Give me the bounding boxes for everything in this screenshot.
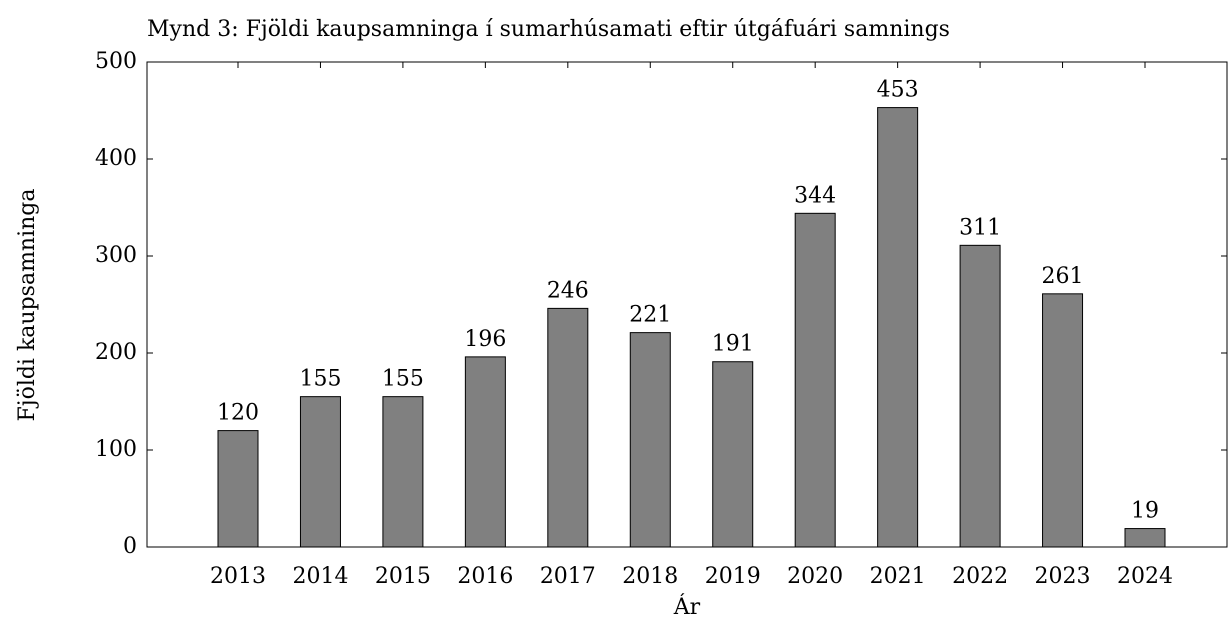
value-label: 155 xyxy=(299,367,341,392)
value-label: 261 xyxy=(1042,264,1084,289)
y-tick-label: 300 xyxy=(95,243,137,268)
x-tick-label: 2021 xyxy=(870,564,926,589)
x-tick-label: 2020 xyxy=(787,564,843,589)
value-label: 191 xyxy=(712,332,754,357)
bar xyxy=(1124,528,1166,548)
bar xyxy=(464,356,506,548)
bar xyxy=(629,332,671,548)
y-tick-label: 500 xyxy=(95,49,137,74)
bar xyxy=(547,307,589,548)
y-tick-label: 100 xyxy=(95,437,137,462)
bar xyxy=(712,361,754,548)
chart-title: Mynd 3: Fjöldi kaupsamninga í sumarhúsam… xyxy=(147,17,950,42)
bar xyxy=(382,396,424,548)
value-label: 311 xyxy=(959,215,1001,240)
bar xyxy=(959,244,1001,548)
x-tick-label: 2016 xyxy=(457,564,513,589)
x-tick-label: 2022 xyxy=(952,564,1008,589)
bar xyxy=(1042,293,1084,548)
y-tick-label: 400 xyxy=(95,146,137,171)
x-tick-label: 2024 xyxy=(1117,564,1173,589)
value-label: 344 xyxy=(794,183,836,208)
x-tick-label: 2015 xyxy=(375,564,431,589)
y-tick-label: 200 xyxy=(95,340,137,365)
x-tick-label: 2014 xyxy=(292,564,348,589)
x-tick-label: 2017 xyxy=(540,564,596,589)
value-label: 155 xyxy=(382,367,424,392)
bar xyxy=(217,430,259,548)
x-tick-label: 2019 xyxy=(705,564,761,589)
y-tick-label: 0 xyxy=(123,534,137,559)
x-tick-label: 2013 xyxy=(210,564,266,589)
x-axis-label: Ár xyxy=(673,593,701,620)
x-tick-label: 2018 xyxy=(622,564,678,589)
bar xyxy=(794,212,836,548)
value-label: 120 xyxy=(217,401,259,426)
value-label: 196 xyxy=(464,327,506,352)
x-tick-label: 2023 xyxy=(1035,564,1091,589)
value-label: 221 xyxy=(629,303,671,328)
value-label: 19 xyxy=(1131,499,1159,524)
y-axis-label: Fjöldi kaupsamninga xyxy=(15,188,40,421)
bar xyxy=(299,396,341,548)
bar xyxy=(877,107,919,548)
value-label: 246 xyxy=(547,278,589,303)
value-label: 453 xyxy=(877,78,919,103)
